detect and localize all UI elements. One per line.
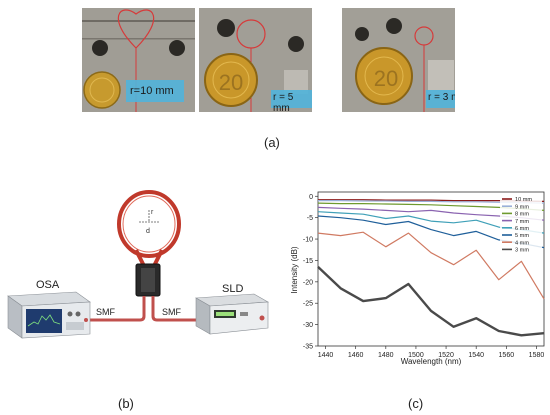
y-tick-label: -30 bbox=[303, 322, 313, 329]
fiber-loop bbox=[117, 190, 181, 267]
legend-entry: 9 mm bbox=[515, 204, 529, 210]
sld-device bbox=[194, 293, 270, 335]
x-tick-label: 1500 bbox=[408, 352, 424, 359]
spectrum-chart: 1440 1460 1480 1500 1520 1540 1560 1580 0 -5 -10 -1… bbox=[290, 191, 545, 366]
fiber-right bbox=[151, 296, 224, 322]
x-tick-label: 1560 bbox=[499, 352, 515, 359]
setup-diagram: r d SMF SMF OSA SLD bbox=[7, 190, 270, 339]
y-tick-label: -15 bbox=[303, 258, 313, 265]
legend: 10 mm9 mm 8 mm7 mm6 mm5 mm4 mm 3 mm bbox=[500, 194, 542, 255]
legend-entry: 5 mm bbox=[515, 233, 529, 239]
fiber-left-label: SMF bbox=[96, 307, 116, 317]
series-line-3mm bbox=[317, 266, 545, 337]
legend-entry: 6 mm bbox=[515, 226, 529, 232]
legend-box bbox=[500, 194, 542, 255]
series-line-4mm bbox=[317, 231, 545, 300]
radius-label-r5: r = 5 mm bbox=[273, 92, 294, 112]
panel-label-a: (a) bbox=[264, 135, 280, 150]
osa-label: OSA bbox=[36, 279, 60, 291]
y-tick-label: -25 bbox=[303, 301, 313, 308]
x-tick-label: 1480 bbox=[378, 352, 394, 359]
fiber-right-label: SMF bbox=[162, 307, 182, 317]
x-tick-label: 1440 bbox=[318, 352, 334, 359]
x-tick-label: 1540 bbox=[468, 352, 484, 359]
svg-text:20: 20 bbox=[374, 66, 398, 91]
y-tick-label: 0 bbox=[309, 194, 313, 201]
y-tick-label: -10 bbox=[303, 237, 313, 244]
osa-device bbox=[7, 291, 91, 339]
panel-label-b: (b) bbox=[118, 396, 134, 411]
legend-entry: 10 mm bbox=[515, 197, 532, 203]
x-tick-label: 1520 bbox=[438, 352, 454, 359]
legend-entry: 3 mm bbox=[515, 248, 529, 254]
loop-radius-label: r bbox=[151, 209, 154, 216]
radius-label-r10: r=10 mm bbox=[130, 85, 174, 97]
x-tick-label: 1460 bbox=[348, 352, 364, 359]
ticks-layer: 1440 1460 1480 1500 1520 1540 1560 1580 0 -5 -10 -1… bbox=[303, 194, 544, 359]
legend-entry: 7 mm bbox=[515, 219, 529, 225]
x-tick-label: 1580 bbox=[529, 352, 545, 359]
y-tick-label: -35 bbox=[303, 344, 313, 351]
photo-r3: 20 r = 3 mm bbox=[342, 8, 455, 112]
sld-label: SLD bbox=[222, 283, 243, 295]
radius-label-r3: r = 3 mm bbox=[428, 92, 455, 103]
photo-r5: 20 r = 5 mm bbox=[199, 8, 312, 112]
x-axis-label: Wavelength (nm) bbox=[401, 357, 462, 366]
fiber-left bbox=[84, 296, 146, 322]
fiber-clamp bbox=[135, 263, 161, 297]
svg-text:20: 20 bbox=[219, 70, 243, 95]
loop-diameter-label: d bbox=[146, 228, 150, 235]
panel-label-c: (c) bbox=[408, 396, 424, 411]
photo-r10: r=10 mm bbox=[82, 8, 195, 112]
y-tick-label: -20 bbox=[303, 279, 313, 286]
legend-entry: 8 mm bbox=[515, 212, 529, 218]
y-axis-label: Intensity (dB) bbox=[290, 246, 299, 293]
legend-entry: 4 mm bbox=[515, 240, 529, 246]
y-tick-label: -5 bbox=[307, 215, 313, 222]
